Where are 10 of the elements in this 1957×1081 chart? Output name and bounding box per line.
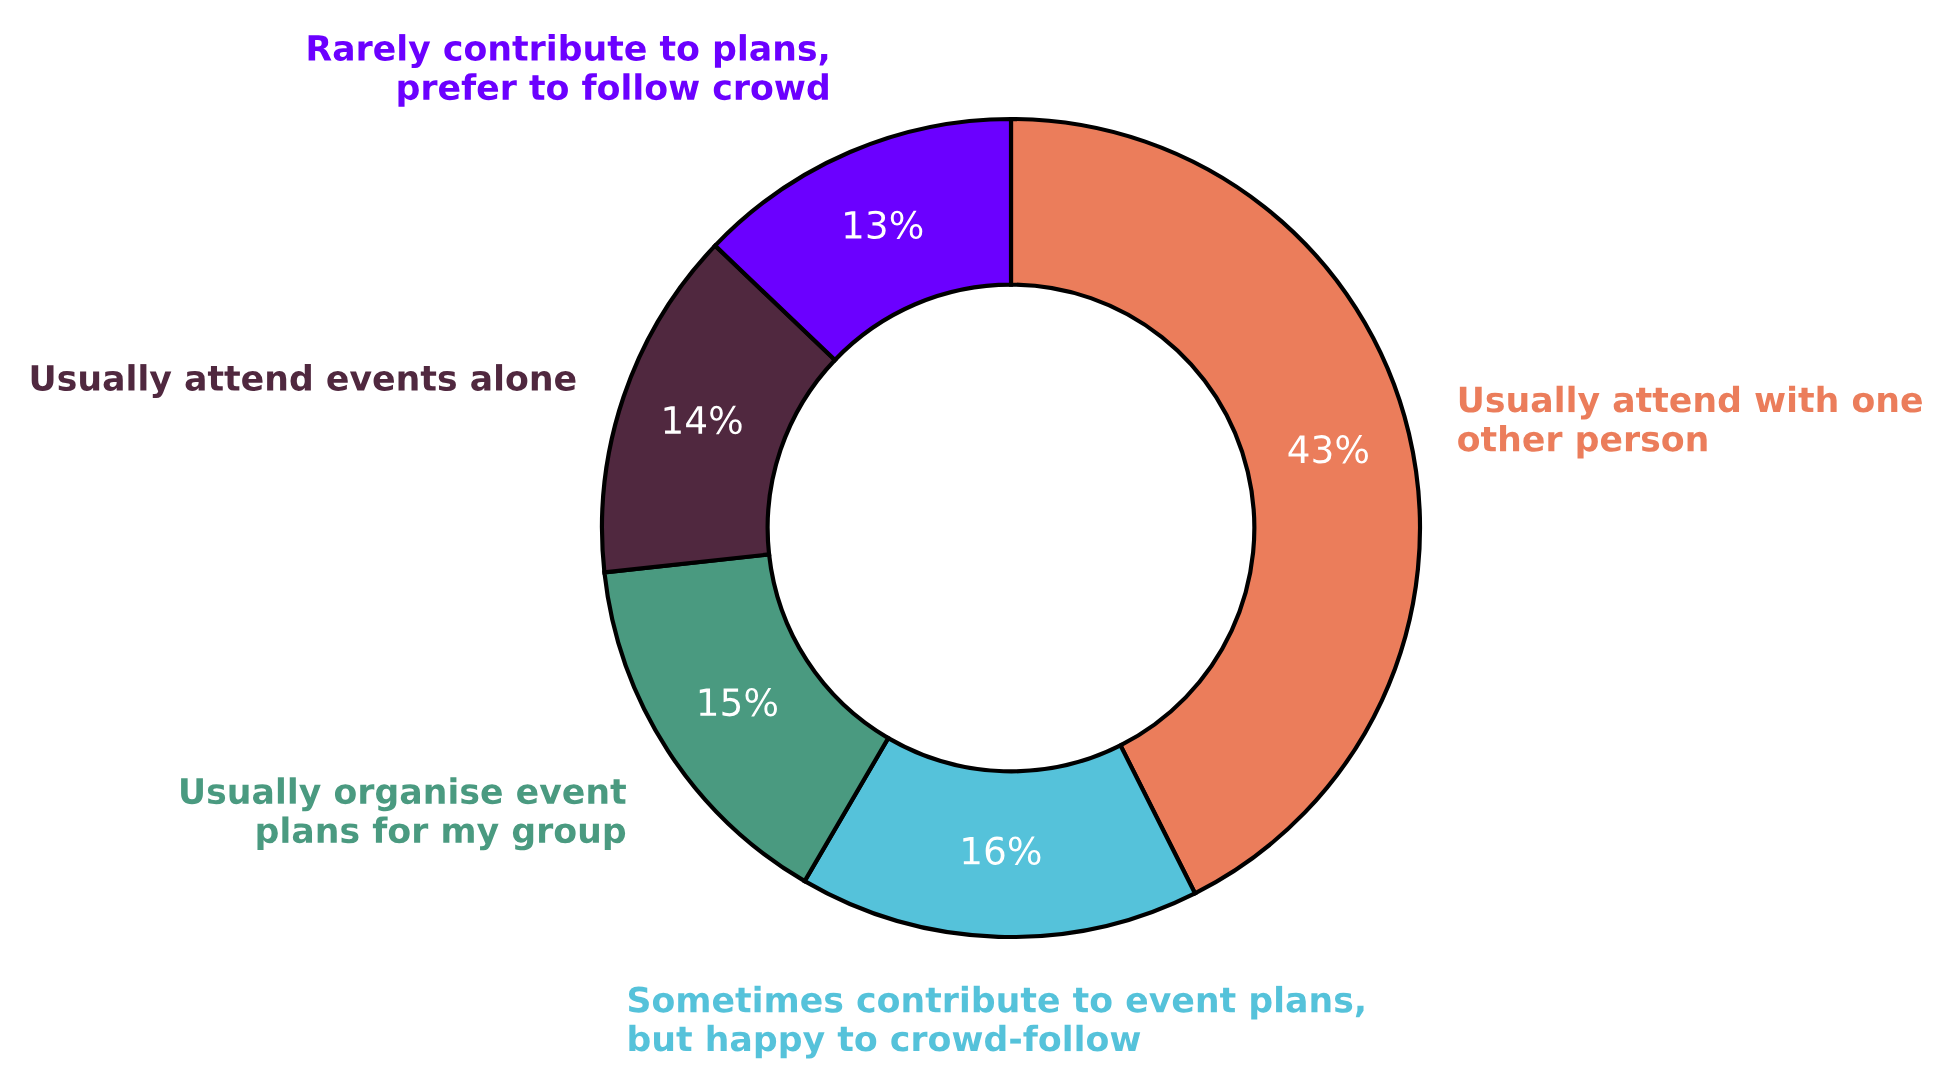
data-label: 16% xyxy=(963,836,1041,865)
data-label: 13% xyxy=(845,210,923,240)
slice-label: Usually organise event plans for my group xyxy=(181,777,626,851)
slice-label: Rarely contribute to plans, prefer to follow crowd xyxy=(308,34,828,107)
data-label: 43% xyxy=(1288,435,1368,464)
slice-label: Usually attend events alone xyxy=(31,364,576,398)
slice-label: Usually attend with one other person xyxy=(1458,385,1922,459)
data-label: 15% xyxy=(699,688,777,717)
data-label: 14% xyxy=(664,405,742,435)
slice-label: Sometimes contribute to event plans, but happy to crowd-follow xyxy=(628,985,1364,1059)
